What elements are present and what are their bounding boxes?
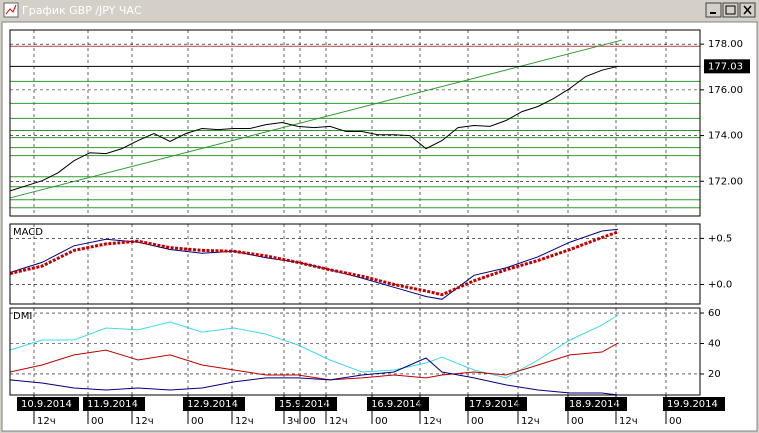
panel-title: DMI <box>13 311 32 322</box>
date-label: 12.9.2014 <box>187 399 238 410</box>
date-label: 15.9.2014 <box>279 399 330 410</box>
x-tick-label: 12ч <box>521 416 540 427</box>
date-label-box <box>17 397 79 411</box>
date-label-box <box>183 397 245 411</box>
date-label-box <box>465 397 527 411</box>
date-label-box <box>83 397 145 411</box>
window-buttons[interactable] <box>705 2 756 18</box>
y-tick-label: 60 <box>708 308 721 319</box>
date-label-box <box>663 397 725 411</box>
date-label: 11.9.2014 <box>87 399 138 410</box>
panel-border <box>9 29 701 217</box>
series-line <box>9 357 619 396</box>
series-line <box>9 228 619 300</box>
date-label-box <box>275 397 337 411</box>
x-tick-label: 3ч <box>287 416 299 427</box>
x-tick-label: 12ч <box>135 416 154 427</box>
minimize-button[interactable] <box>705 2 722 18</box>
y-tick-label: 178.00 <box>708 39 743 50</box>
y-tick-label: 20 <box>708 369 721 380</box>
close-icon <box>743 5 752 15</box>
date-label: 17.9.2014 <box>469 399 520 410</box>
panel-title: MACD <box>13 227 43 238</box>
series-line <box>9 314 619 379</box>
x-tick-label: 00 <box>471 416 484 427</box>
window-icon-graph <box>5 4 17 15</box>
panel-border <box>9 307 701 396</box>
window-title: График GBP /JPY ЧАС <box>22 4 142 17</box>
y-tick-label: 172.00 <box>708 176 743 187</box>
maximize-icon <box>725 5 736 15</box>
y-tick-label: 176.00 <box>708 85 743 96</box>
date-label: 16.9.2014 <box>371 399 422 410</box>
x-tick-label: 00 <box>91 416 104 427</box>
x-tick-label: 00 <box>375 416 388 427</box>
maximize-button[interactable] <box>722 2 739 18</box>
y-tick-label: +0.5 <box>708 233 732 244</box>
date-label: 19.9.2014 <box>667 399 718 410</box>
last-price-box <box>704 59 750 74</box>
last-price-label: 177.03 <box>708 61 743 72</box>
x-tick-label: 00 <box>303 416 316 427</box>
x-tick-label: 00 <box>571 416 584 427</box>
title-bar <box>1 1 758 20</box>
panel <box>9 223 701 305</box>
y-tick-label: 174.00 <box>708 131 743 142</box>
panel <box>9 29 701 217</box>
x-tick-label: 12ч <box>619 416 638 427</box>
x-tick-label: 12ч <box>235 416 254 427</box>
y-tick-label: +0.0 <box>708 280 732 291</box>
x-tick-label: 12ч <box>423 416 442 427</box>
y-tick-label: 40 <box>708 339 721 350</box>
panel-border <box>9 223 701 305</box>
date-label: 18.9.2014 <box>569 399 620 410</box>
panel <box>9 307 701 396</box>
date-label: 10.9.2014 <box>21 399 72 410</box>
date-label-box <box>367 397 429 411</box>
x-tick-label: 00 <box>191 416 204 427</box>
date-label-box <box>565 397 627 411</box>
x-tick-label: 12ч <box>37 416 56 427</box>
series-line <box>9 230 619 297</box>
x-tick-label: 00 <box>669 416 682 427</box>
series-line <box>9 65 619 192</box>
x-tick-label: 12ч <box>329 416 348 427</box>
